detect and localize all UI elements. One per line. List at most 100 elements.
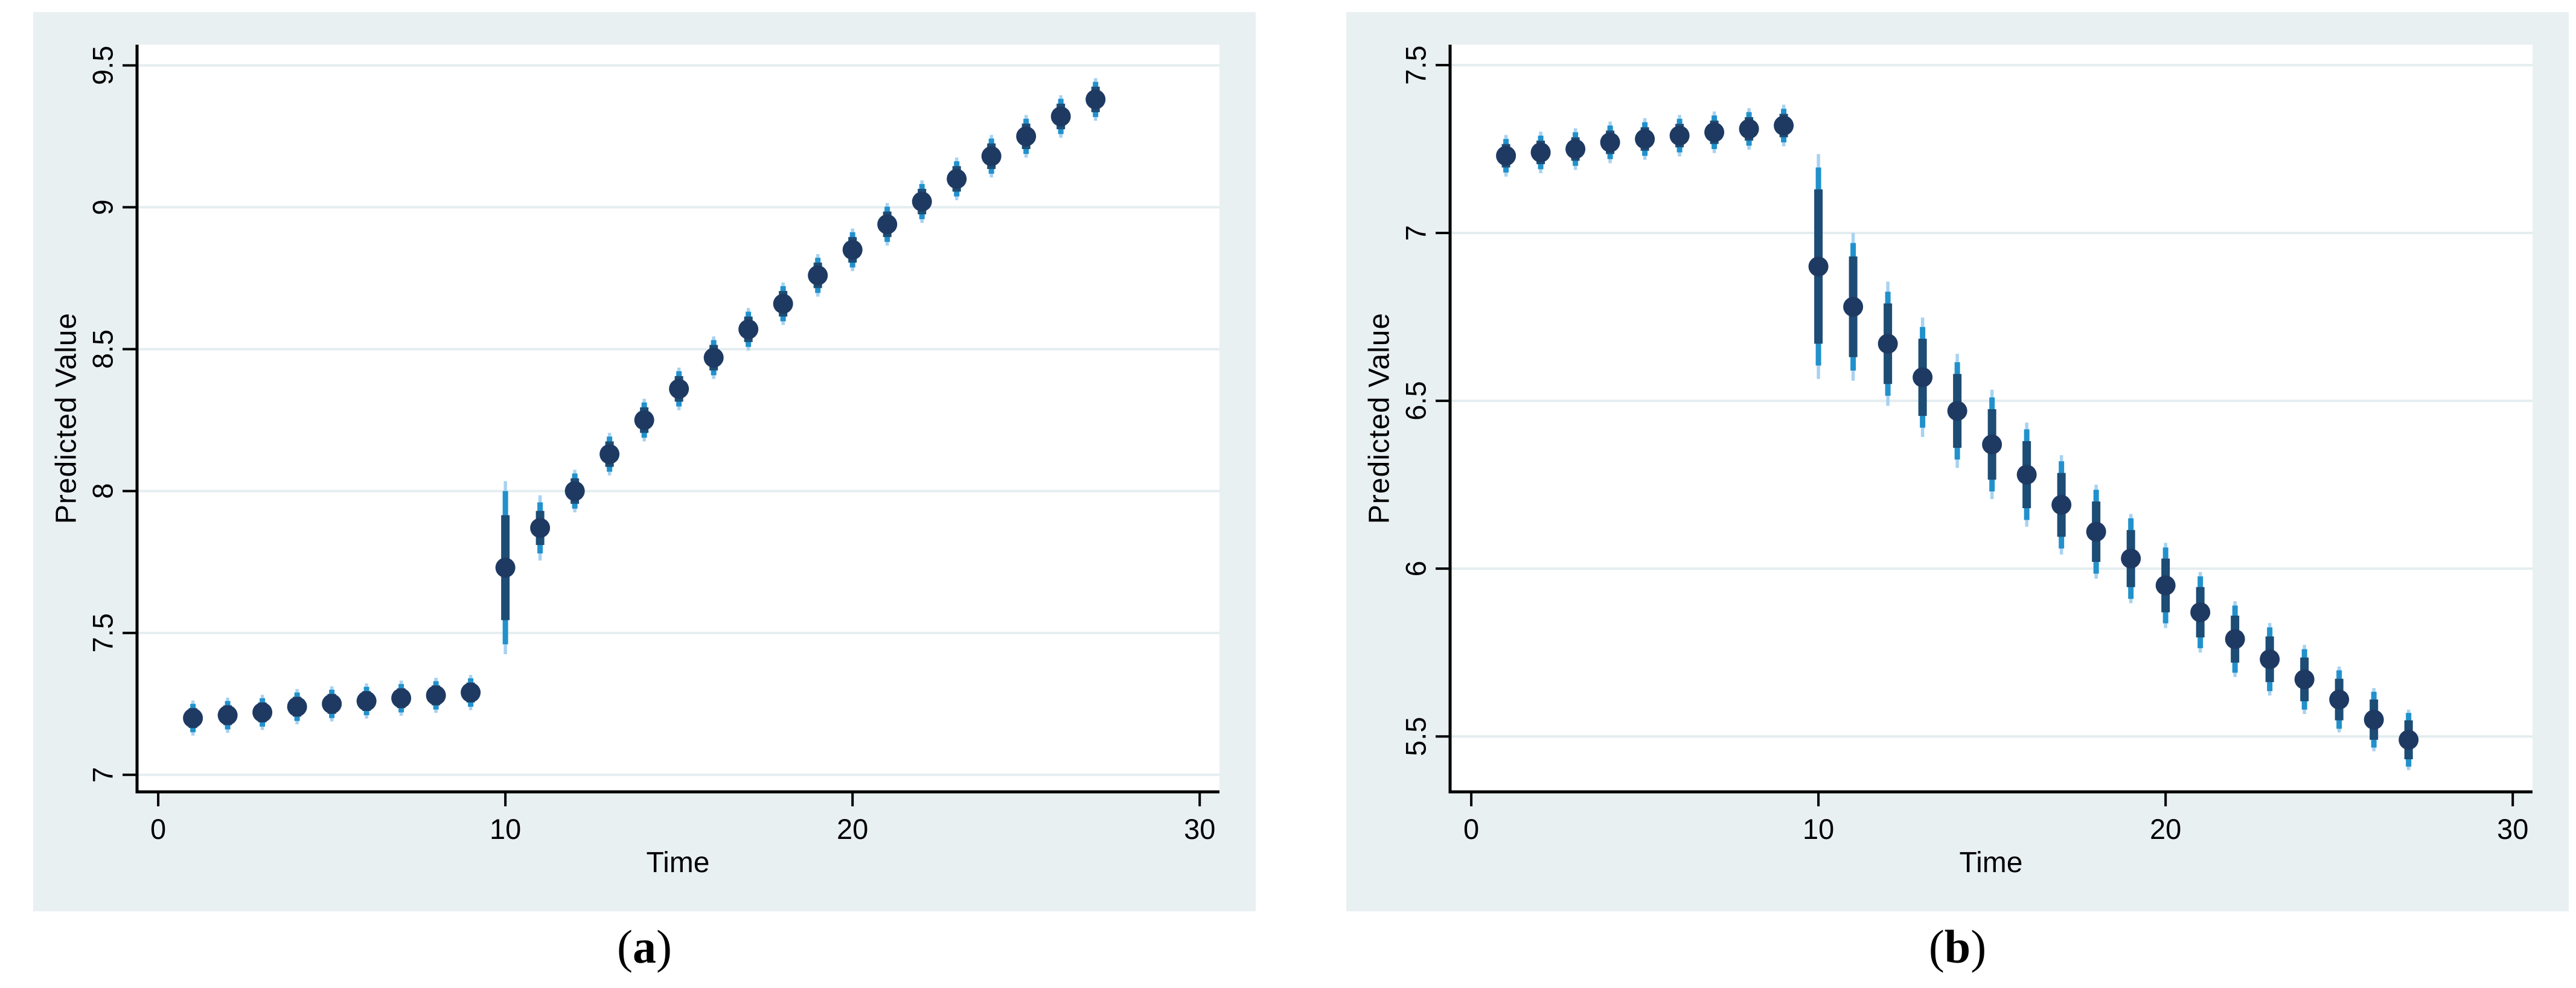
ci-point bbox=[2225, 601, 2245, 677]
y-axis-ticks: 7 7.5 8 8.5 9 9.5 bbox=[87, 46, 137, 783]
ci-point bbox=[1496, 135, 1517, 177]
ci-point bbox=[426, 677, 446, 713]
x-axis-ticks: 0 10 20 30 bbox=[1463, 792, 2528, 845]
caption-b-open-paren: ( bbox=[1928, 920, 1945, 973]
ci-points bbox=[1496, 104, 2419, 770]
caption-a-letter: a bbox=[633, 920, 656, 973]
ci-point bbox=[2190, 572, 2211, 653]
ci-point bbox=[703, 336, 724, 379]
caption-a: (a) bbox=[33, 920, 1256, 974]
ci-point bbox=[599, 433, 620, 476]
ci-point bbox=[1808, 154, 1829, 379]
ci-point bbox=[2294, 645, 2315, 714]
x-axis-title-a: Time bbox=[646, 847, 710, 879]
ci-point bbox=[1635, 118, 1655, 160]
ci-point bbox=[1085, 78, 1106, 121]
ci-point bbox=[564, 470, 585, 512]
x-tick-label: 10 bbox=[490, 813, 521, 845]
ci-point bbox=[495, 481, 516, 654]
y-axis-title-b: Predicted Value bbox=[1363, 312, 1396, 524]
ci-point bbox=[1739, 108, 1759, 150]
ci-point bbox=[530, 495, 551, 561]
y-tick-label: 7.5 bbox=[87, 613, 119, 652]
ci-point bbox=[287, 689, 307, 725]
ci-point bbox=[1913, 317, 1933, 438]
ci-point bbox=[2016, 422, 2037, 527]
ci-point bbox=[252, 695, 273, 730]
ci-point bbox=[1774, 104, 1794, 147]
ci-point bbox=[1016, 115, 1037, 158]
axes bbox=[1448, 45, 2533, 794]
ci-point bbox=[2155, 543, 2176, 628]
ci-point bbox=[2329, 666, 2350, 733]
ci-point bbox=[1947, 354, 1967, 468]
ci-point bbox=[322, 686, 342, 722]
caption-b-letter: b bbox=[1944, 920, 1971, 973]
ci-point bbox=[981, 135, 1002, 178]
ci-point bbox=[2121, 514, 2141, 604]
axes bbox=[135, 45, 1219, 794]
ci-point bbox=[1982, 389, 2002, 500]
ci-point bbox=[1530, 132, 1551, 174]
x-tick-label: 0 bbox=[150, 813, 166, 845]
ci-point bbox=[842, 228, 863, 272]
x-tick-label: 20 bbox=[837, 813, 868, 845]
ci-point bbox=[2399, 709, 2419, 770]
caption-a-close-paren: ) bbox=[656, 920, 672, 973]
ci-point bbox=[356, 683, 377, 719]
x-tick-label: 20 bbox=[2150, 813, 2181, 845]
ci-point bbox=[912, 180, 932, 223]
x-tick-label: 30 bbox=[2497, 813, 2528, 845]
y-tick-label: 6 bbox=[1400, 561, 1432, 576]
ci-point bbox=[808, 253, 828, 297]
y-tick-label: 9 bbox=[87, 199, 119, 215]
ci-point bbox=[634, 398, 654, 442]
ci-point bbox=[183, 700, 203, 736]
x-axis-ticks: 0 10 20 30 bbox=[150, 792, 1215, 845]
chart-panel-b: 5.5 6 6.5 7 7.5 0 10 20 30 Predicted Value Time bbox=[1346, 12, 2569, 911]
ci-point bbox=[1565, 128, 1586, 170]
y-tick-label: 6.5 bbox=[1400, 381, 1432, 420]
y-tick-label: 5.5 bbox=[1400, 717, 1432, 756]
gridlines bbox=[137, 64, 1219, 776]
y-tick-label: 7.5 bbox=[1400, 45, 1432, 84]
ci-point bbox=[217, 697, 238, 733]
caption-b: (b) bbox=[1346, 920, 2569, 974]
ci-points bbox=[183, 78, 1106, 736]
x-tick-label: 0 bbox=[1463, 813, 1479, 845]
ci-point bbox=[669, 368, 689, 410]
ci-point bbox=[391, 680, 412, 716]
ci-point bbox=[1050, 95, 1071, 138]
chart-a-plot: 7 7.5 8 8.5 9 9.5 0 10 20 30 bbox=[87, 45, 1219, 845]
y-tick-label: 7 bbox=[1400, 225, 1432, 241]
chart-panel-a: 7 7.5 8 8.5 9 9.5 0 10 20 30 Predicted Value Time bbox=[33, 12, 1256, 911]
caption-a-open-paren: ( bbox=[617, 920, 633, 973]
ci-point bbox=[738, 308, 759, 351]
ci-point bbox=[773, 282, 793, 325]
x-tick-label: 10 bbox=[1803, 813, 1834, 845]
caption-b-close-paren: ) bbox=[1970, 920, 1987, 973]
ci-point bbox=[947, 158, 967, 200]
plot-area bbox=[137, 45, 1219, 792]
x-tick-label: 30 bbox=[1184, 813, 1215, 845]
ci-point bbox=[1600, 121, 1620, 164]
ci-point bbox=[2363, 688, 2384, 751]
ci-point bbox=[1669, 115, 1690, 157]
y-tick-label: 8.5 bbox=[87, 330, 119, 369]
y-axis-ticks: 5.5 6 6.5 7 7.5 bbox=[1400, 45, 1450, 756]
y-axis-title-a: Predicted Value bbox=[50, 312, 83, 524]
ci-point bbox=[1704, 111, 1725, 153]
x-axis-title-b: Time bbox=[1959, 847, 2023, 879]
ci-point bbox=[461, 675, 481, 710]
y-tick-label: 9.5 bbox=[87, 46, 119, 85]
chart-b-plot: 5.5 6 6.5 7 7.5 0 10 20 30 bbox=[1400, 45, 2533, 845]
y-tick-label: 7 bbox=[87, 767, 119, 783]
y-tick-label: 8 bbox=[87, 483, 119, 499]
ci-point bbox=[2086, 485, 2106, 579]
ci-point bbox=[1878, 281, 1898, 406]
ci-point bbox=[2051, 455, 2072, 555]
ci-point bbox=[1843, 233, 1864, 381]
ci-point bbox=[877, 203, 898, 246]
ci-point bbox=[2260, 623, 2280, 696]
